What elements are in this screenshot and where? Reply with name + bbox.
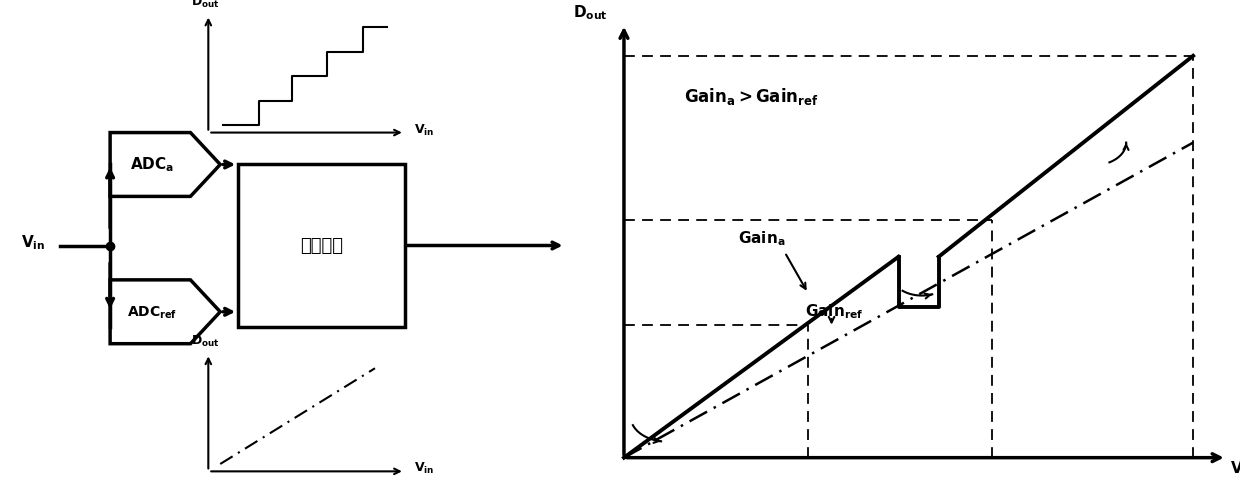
Text: $\mathbf{ADC_{ref}}$: $\mathbf{ADC_{ref}}$ <box>126 305 177 322</box>
Polygon shape <box>110 133 221 196</box>
Bar <box>238 164 404 327</box>
Text: $\mathbf{V_{in}}$: $\mathbf{V_{in}}$ <box>1230 460 1240 478</box>
Text: $\mathbf{D_{out}}$: $\mathbf{D_{out}}$ <box>573 3 608 22</box>
Text: $\mathbf{Gain_a}$: $\mathbf{Gain_a}$ <box>738 229 785 248</box>
Polygon shape <box>110 280 221 344</box>
Text: $\mathbf{ADC_a}$: $\mathbf{ADC_a}$ <box>130 155 174 174</box>
Text: $\mathbf{V_{in}}$: $\mathbf{V_{in}}$ <box>414 123 434 137</box>
Text: $\mathbf{Gain_a > Gain_{ref}}$: $\mathbf{Gain_a > Gain_{ref}}$ <box>684 86 818 108</box>
Text: $\mathbf{D_{out}}$: $\mathbf{D_{out}}$ <box>191 333 219 349</box>
Text: $\mathbf{D_{out}}$: $\mathbf{D_{out}}$ <box>191 0 219 10</box>
Text: 增益校正: 增益校正 <box>300 237 343 254</box>
Text: $\mathbf{Gain_{ref}}$: $\mathbf{Gain_{ref}}$ <box>805 302 863 321</box>
Text: $\mathbf{V_{in}}$: $\mathbf{V_{in}}$ <box>21 234 45 252</box>
Text: $\mathbf{V_{in}}$: $\mathbf{V_{in}}$ <box>414 462 434 476</box>
